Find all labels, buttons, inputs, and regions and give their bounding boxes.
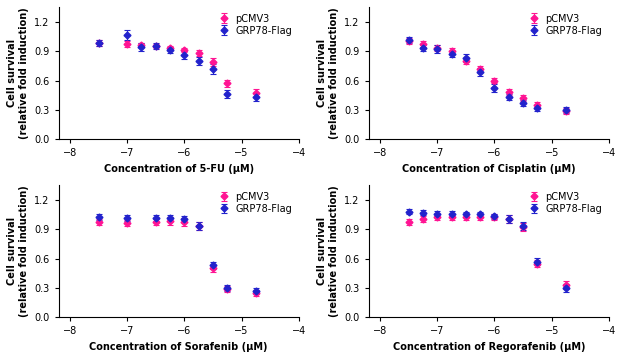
X-axis label: Concentration of 5-FU (μM): Concentration of 5-FU (μM)	[103, 164, 254, 174]
Legend: pCMV3, GRP78-Flag: pCMV3, GRP78-Flag	[215, 190, 294, 216]
Y-axis label: Cell survival
(relative fold induction): Cell survival (relative fold induction)	[7, 7, 29, 139]
X-axis label: Concentration of Cisplatin (μM): Concentration of Cisplatin (μM)	[402, 164, 576, 174]
Y-axis label: Cell survival
(relative fold induction): Cell survival (relative fold induction)	[317, 7, 339, 139]
X-axis label: Concentration of Regorafenib (μM): Concentration of Regorafenib (μM)	[392, 342, 585, 352]
Legend: pCMV3, GRP78-Flag: pCMV3, GRP78-Flag	[525, 190, 604, 216]
X-axis label: Concentration of Sorafenib (μM): Concentration of Sorafenib (μM)	[90, 342, 268, 352]
Y-axis label: Cell survival
(relative fold induction): Cell survival (relative fold induction)	[317, 185, 339, 317]
Legend: pCMV3, GRP78-Flag: pCMV3, GRP78-Flag	[525, 12, 604, 38]
Legend: pCMV3, GRP78-Flag: pCMV3, GRP78-Flag	[215, 12, 294, 38]
Y-axis label: Cell survival
(relative fold induction): Cell survival (relative fold induction)	[7, 185, 29, 317]
